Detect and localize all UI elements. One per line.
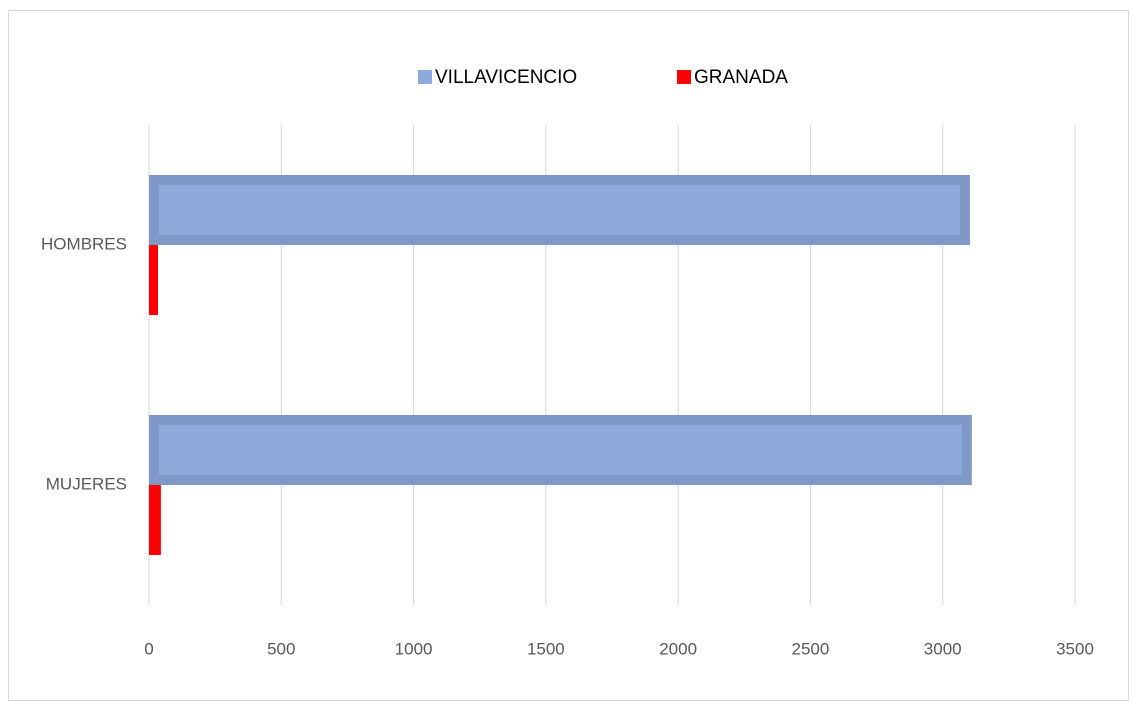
x-tick-label: 2000 — [659, 639, 697, 658]
chart-frame — [8, 10, 1129, 701]
y-tick-label: MUJERES — [46, 474, 127, 493]
x-tick-label: 2500 — [792, 639, 830, 658]
bar — [149, 175, 970, 245]
legend-text: VILLAVICENCIO — [435, 67, 577, 88]
bar — [149, 245, 158, 315]
x-tick-label: 500 — [267, 639, 295, 658]
bar — [149, 415, 972, 485]
legend-swatch — [677, 70, 691, 84]
x-tick-label: 0 — [144, 639, 153, 658]
x-tick-label: 1000 — [395, 639, 433, 658]
y-tick-label: HOMBRES — [41, 234, 127, 253]
bar — [149, 485, 161, 555]
x-tick-label: 3000 — [924, 639, 962, 658]
legend-swatch — [418, 70, 432, 84]
legend-text: GRANADA — [694, 67, 788, 88]
x-tick-label: 3500 — [1056, 639, 1094, 658]
x-tick-label: 1500 — [527, 639, 565, 658]
